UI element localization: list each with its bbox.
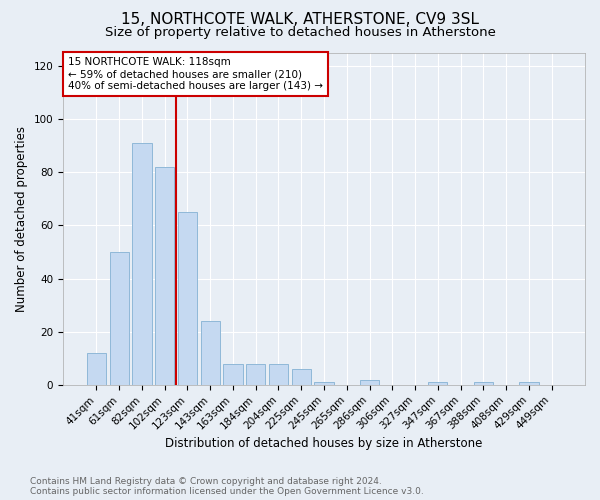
Bar bbox=[87, 353, 106, 385]
Text: 15 NORTHCOTE WALK: 118sqm
← 59% of detached houses are smaller (210)
40% of semi: 15 NORTHCOTE WALK: 118sqm ← 59% of detac… bbox=[68, 58, 323, 90]
Bar bbox=[178, 212, 197, 385]
Bar bbox=[519, 382, 539, 385]
Bar bbox=[269, 364, 288, 385]
Text: 15, NORTHCOTE WALK, ATHERSTONE, CV9 3SL: 15, NORTHCOTE WALK, ATHERSTONE, CV9 3SL bbox=[121, 12, 479, 28]
Bar bbox=[428, 382, 448, 385]
Bar bbox=[314, 382, 334, 385]
Bar bbox=[200, 321, 220, 385]
Bar bbox=[110, 252, 129, 385]
Bar bbox=[473, 382, 493, 385]
Bar bbox=[155, 167, 175, 385]
X-axis label: Distribution of detached houses by size in Atherstone: Distribution of detached houses by size … bbox=[166, 437, 483, 450]
Bar bbox=[360, 380, 379, 385]
Text: Contains HM Land Registry data © Crown copyright and database right 2024.
Contai: Contains HM Land Registry data © Crown c… bbox=[30, 476, 424, 496]
Bar bbox=[246, 364, 265, 385]
Y-axis label: Number of detached properties: Number of detached properties bbox=[15, 126, 28, 312]
Bar bbox=[223, 364, 242, 385]
Text: Size of property relative to detached houses in Atherstone: Size of property relative to detached ho… bbox=[104, 26, 496, 39]
Bar bbox=[132, 143, 152, 385]
Bar bbox=[292, 369, 311, 385]
